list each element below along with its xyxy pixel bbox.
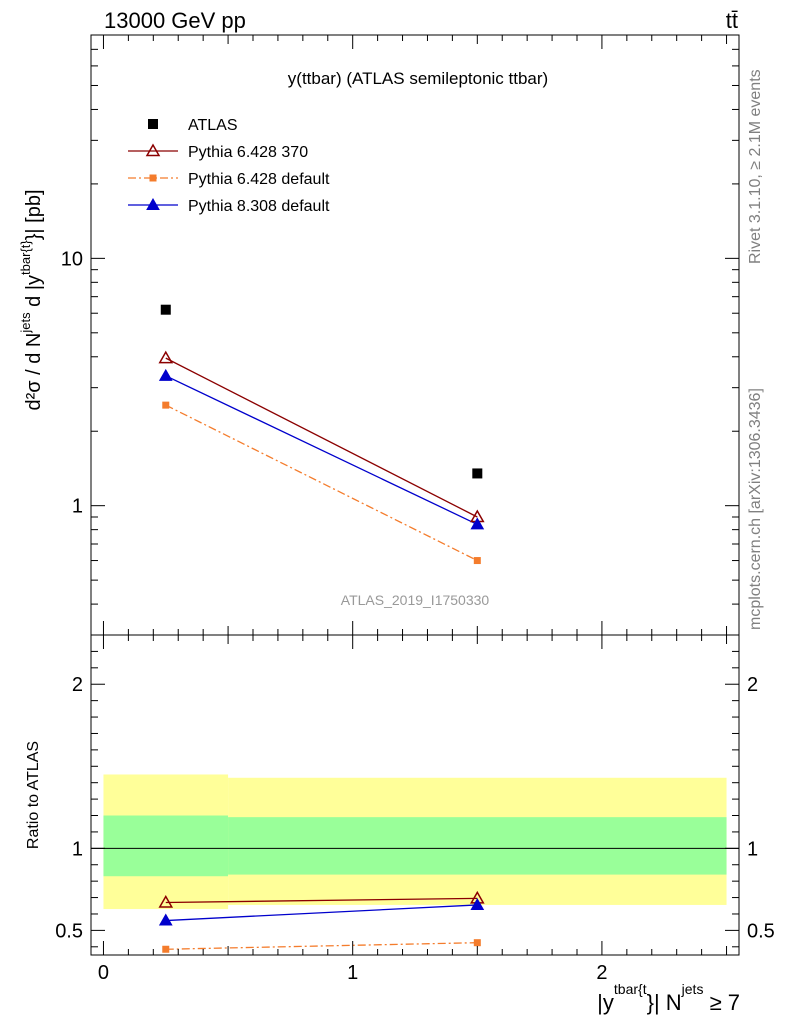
legend-marker-3 (146, 197, 160, 210)
ratio-panel: 0 1 2 0.5 0.5 1 1 2 2 Ratio to ATLAS |ytbar{t}| … (25, 634, 775, 1015)
main-point-series-2-1 (473, 557, 481, 565)
ratio-frame (90, 634, 740, 956)
ratio-point-series-2-0 (158, 913, 173, 926)
legend-marker-2 (149, 174, 157, 182)
main-panel: y(ttbar) (ATLAS semileptonic ttbar) ATLA… (18, 34, 740, 636)
main-point-series-3-0 (158, 368, 173, 381)
legend-marker-1 (145, 143, 161, 157)
ratio-y-tick-label-right-2: 2 (747, 674, 758, 696)
main-line-series-2 (165, 404, 478, 562)
watermark: ATLAS_2019_I1750330 (341, 592, 490, 608)
main-title: y(ttbar) (ATLAS semileptonic ttbar) (288, 69, 548, 88)
main-series-markers (158, 304, 485, 565)
main-axis-ticks: 1 10 (61, 34, 739, 636)
x-axis-label: |ytbar{t}| Njets ≥ 7 (597, 981, 740, 1015)
main-point-series-0-0 (160, 304, 171, 315)
ratio-point-series-2-1 (470, 897, 485, 910)
main-point-series-2-0 (162, 401, 170, 409)
ratio-line-series-1 (165, 942, 478, 950)
ratio-y-tick-label-left-1: 1 (72, 838, 83, 860)
legend-label-1: Pythia 6.428 370 (188, 144, 308, 161)
main-series-lines (165, 357, 478, 562)
legend-label-3: Pythia 8.308 default (188, 198, 330, 215)
rivet-label: Rivet 3.1.10, ≥ 2.1M events (747, 69, 764, 264)
ratio-y-tick-label-right-0: 0.5 (747, 920, 775, 942)
main-y-axis-label: d²σ / d Njets d |ytbar{t}}| [pb] (18, 189, 45, 410)
x-tick-label-2: 2 (596, 962, 607, 984)
ratio-line-series-2 (165, 904, 478, 922)
ratio-y-tick-label-left-2: 2 (72, 674, 83, 696)
main-y-tick-label-1: 10 (61, 248, 83, 270)
ratio-y-axis-label: Ratio to ATLAS (25, 741, 42, 849)
header-left: 13000 GeV pp (104, 8, 246, 33)
ratio-y-tick-label-left-0: 0.5 (55, 920, 83, 942)
legend-marker-0 (148, 119, 158, 129)
ratio-line-series-0 (165, 897, 478, 904)
main-line-series-1 (165, 357, 478, 518)
main-y-tick-label-0: 1 (72, 496, 83, 518)
legend-label-2: Pythia 6.428 default (188, 171, 330, 188)
main-point-series-3-1 (470, 517, 485, 530)
main-point-series-1-0 (158, 350, 174, 364)
x-tick-label-1: 1 (347, 962, 358, 984)
green-band-0 (103, 815, 229, 877)
header-right: tt̄ (726, 8, 738, 33)
ratio-point-series-0-0 (158, 894, 174, 908)
ratio-y-tick-label-right-1: 1 (747, 838, 758, 860)
uncertainty-bands (103, 774, 727, 910)
ratio-point-series-1-0 (162, 945, 170, 953)
mcplots-label: mcplots.cern.ch [arXiv:1306.3436] (747, 388, 764, 630)
ratio-axis-ticks: 0 1 2 0.5 0.5 1 1 2 2 (55, 634, 775, 984)
ratio-series-markers (158, 890, 485, 953)
main-point-series-0-1 (472, 468, 483, 479)
green-band-1 (228, 817, 727, 875)
x-tick-label-0: 0 (98, 962, 109, 984)
main-line-series-3 (165, 375, 478, 525)
ratio-point-series-1-1 (473, 939, 481, 947)
legend-label-0: ATLAS (188, 117, 238, 134)
ratio-series-lines (165, 897, 478, 950)
legend: ATLAS Pythia 6.428 370 Pythia 6.428 defaul… (128, 117, 330, 215)
